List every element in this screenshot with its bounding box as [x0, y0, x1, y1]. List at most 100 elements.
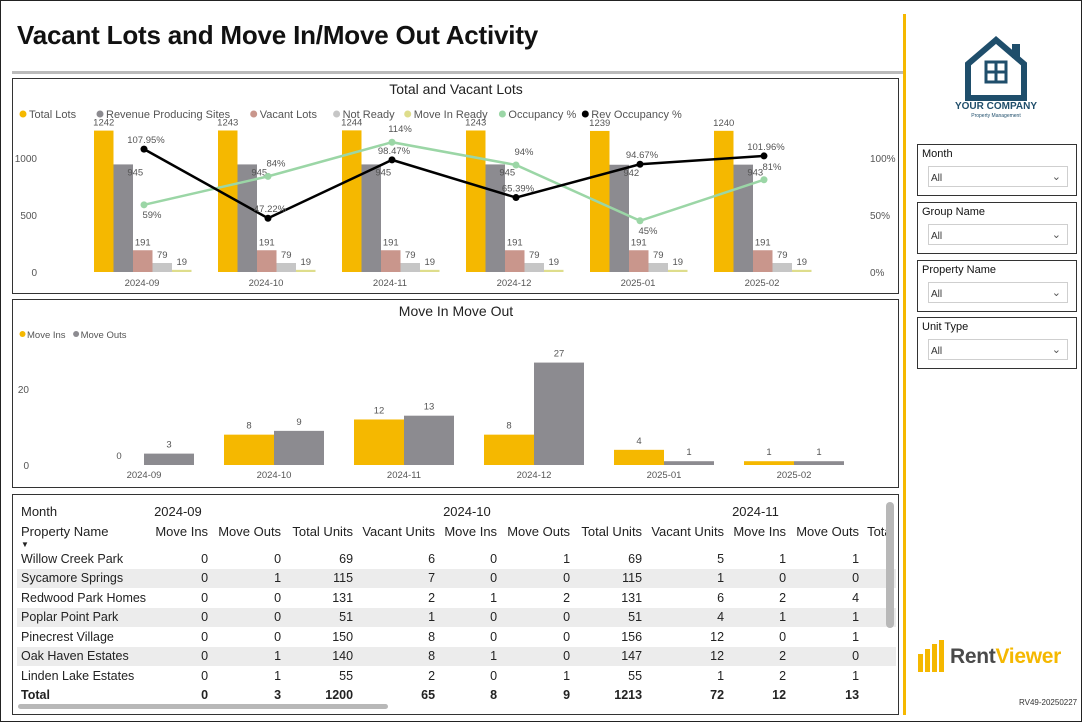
matrix-measure-header: Move Outs	[218, 523, 282, 539]
table-cell: 115	[574, 568, 647, 588]
table-cell: 1	[212, 646, 286, 666]
matrix-sort-header[interactable]: Property Name	[21, 523, 109, 539]
matrix-measure-header-row[interactable]: Property Name Move Ins Move Outs Total Unit…	[17, 522, 896, 542]
table-row[interactable]: Oak Haven Estates 0 1 140 8 1 0 147 12 2 0	[17, 646, 896, 666]
legend-entry-4: Move In Ready	[414, 109, 488, 121]
line-data-label: 45%	[638, 226, 658, 237]
line-occupancy--	[143, 140, 765, 223]
bar-data-label: 945	[499, 167, 515, 178]
table-cell: 1	[728, 607, 791, 627]
table-cell: 7	[357, 568, 440, 588]
table-cell: 1	[852, 668, 860, 683]
legend-marker-5	[498, 110, 506, 118]
table-cell: 2	[428, 668, 436, 683]
line-data-label: 94%	[514, 147, 534, 158]
legend-entry-2: Vacant Lots	[260, 109, 318, 121]
matrix-measure-header: Total Units	[292, 523, 354, 539]
bar-move-outs	[534, 362, 584, 465]
table-cell: 0	[490, 668, 498, 683]
x-tick-label: 2025-02	[777, 470, 812, 481]
bar-data-label: 191	[383, 237, 399, 248]
legend-entry-0: Move Ins	[27, 330, 66, 341]
unit-type-dropdown[interactable]: All ⌄	[928, 339, 1068, 360]
bar-data-label: 1244	[341, 117, 362, 128]
bar-move-outs	[274, 430, 324, 465]
line-point	[388, 156, 396, 164]
bar-data-label: 79	[157, 250, 168, 261]
bar-move-in-ready	[544, 269, 564, 272]
matrix-measure-header: Move Ins	[733, 523, 787, 539]
total-cell: 3	[274, 688, 282, 703]
table-cell: 1	[563, 551, 571, 566]
bar-data-label: 945	[375, 167, 391, 178]
y2-tick-label: 100%	[870, 154, 896, 165]
table-row[interactable]: Poplar Point Park 0 0 51 1 0 0 51 4 1 1	[17, 607, 896, 627]
table-cell: 69	[628, 551, 643, 566]
unit-type-slicer: Unit Type All ⌄	[917, 317, 1077, 369]
title-divider	[12, 71, 905, 74]
bar-revenue-producing-sites	[485, 164, 505, 272]
legend-entry-1: Revenue Producing Sites	[106, 109, 231, 121]
bar-data-label: 4	[636, 436, 641, 447]
table-cell: 5	[717, 551, 725, 566]
bar-total-lots	[466, 130, 486, 272]
move-in-move-out-chart[interactable]: Move In Move Out Move Ins Move Outs 0 20 0 3 20…	[12, 299, 899, 488]
group-name-dropdown-value: All	[931, 231, 943, 242]
table-row[interactable]: Pinecrest Village 0 0 150 8 0 0 156 12 0 1	[17, 627, 896, 647]
table-cell: 1	[274, 668, 282, 683]
month-slicer-label: Month	[922, 148, 953, 160]
bar-not-ready	[648, 263, 668, 272]
total-cell: 1213	[614, 688, 643, 703]
y-tick-label: 0	[23, 461, 29, 472]
table-row[interactable]: Linden Lake Estates 0 1 55 2 0 1 55 1 2 1	[17, 666, 896, 686]
line-data-label: 65.39%	[502, 184, 535, 195]
bar-not-ready	[772, 263, 792, 272]
legend-marker-4	[404, 110, 412, 118]
table-row[interactable]: Redwood Park Homes 0 0 131 2 1 2 131 6 2 4	[17, 588, 896, 608]
table-cell: 0	[150, 568, 213, 588]
bar-move-in-ready	[296, 269, 316, 272]
legend-marker-1	[73, 331, 80, 337]
bar-move-outs	[664, 461, 714, 465]
table-cell: 0	[201, 629, 209, 644]
total-cell: 65	[421, 688, 436, 703]
table-cell: 0	[201, 551, 209, 566]
table-cell: 0	[779, 629, 787, 644]
table-row[interactable]: Willow Creek Park 0 0 69 6 0 1 69 5 1 1	[17, 549, 896, 569]
bar-not-ready	[276, 263, 296, 272]
bar-move-ins	[484, 434, 534, 465]
table-cell: 0	[501, 568, 575, 588]
bar-move-ins	[744, 461, 794, 465]
matrix-month-header-row: Month 2024-09 2024-10 2024-11	[17, 502, 896, 522]
table-cell-clipped	[863, 686, 896, 706]
legend-marker-6	[581, 110, 589, 118]
table-cell: 131	[332, 590, 354, 605]
matrix-month-header: 2024-10	[443, 504, 491, 520]
table-cell: 2	[428, 590, 436, 605]
property-name-dropdown[interactable]: All ⌄	[928, 282, 1068, 303]
table-cell: 4	[852, 590, 860, 605]
company-house-logo	[965, 36, 1027, 101]
bar-vacant-lots	[257, 250, 277, 272]
total-vacant-lots-chart[interactable]: Total and Vacant Lots Total Lots Revenue P…	[12, 78, 899, 294]
x-tick-label: 2024-10	[257, 470, 292, 481]
line-point	[264, 172, 272, 180]
y2-tick-label: 50%	[870, 211, 890, 222]
bar-move-outs	[144, 453, 194, 465]
table-cell: 51	[574, 607, 647, 627]
table-row[interactable]: Sycamore Springs 0 1 115 7 0 0 115 1 0 0	[17, 568, 896, 588]
bar-data-label: 1239	[589, 118, 610, 129]
bar-data-label: 191	[631, 237, 647, 248]
matrix-vertical-scrollbar[interactable]	[886, 502, 894, 628]
line-data-label: 47.22%	[254, 204, 287, 215]
group-name-slicer-label: Group Name	[922, 206, 985, 218]
matrix-horizontal-scrollbar[interactable]	[18, 704, 388, 709]
bar-total-lots	[342, 130, 362, 272]
group-name-dropdown[interactable]: All ⌄	[928, 224, 1068, 245]
total-cell: 12	[772, 688, 787, 703]
table-cell: 150	[332, 629, 354, 644]
month-dropdown[interactable]: All ⌄	[928, 166, 1068, 187]
table-cell: 147	[574, 646, 647, 666]
total-label: Total	[21, 688, 50, 703]
property-name-slicer: Property Name All ⌄	[917, 260, 1077, 312]
